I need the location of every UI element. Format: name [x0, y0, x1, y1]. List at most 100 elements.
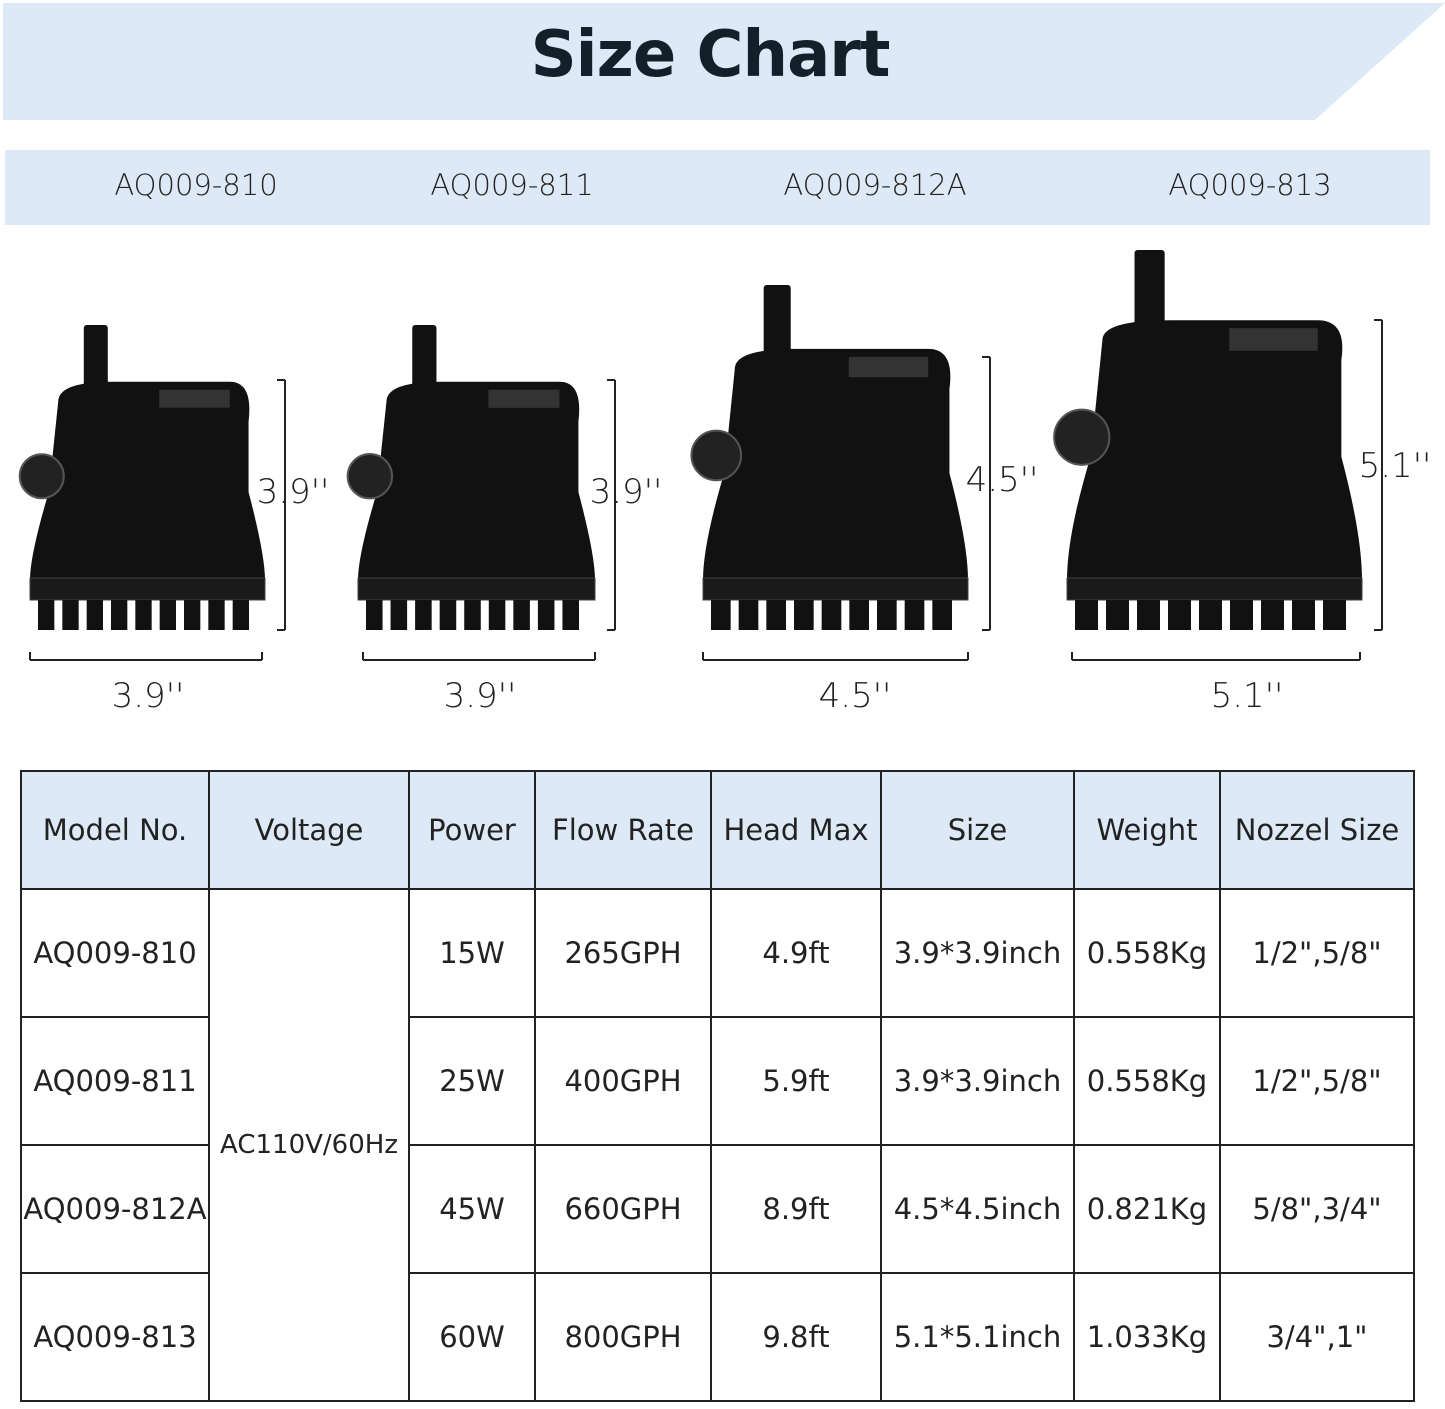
cell-power: 60W	[408, 1272, 536, 1402]
table-row: AQ009-812A 45W 660GPH 8.9ft 4.5*4.5inch …	[20, 1144, 1415, 1274]
pump-foot	[488, 600, 506, 630]
pump-foot	[932, 600, 952, 630]
pump-foot	[821, 600, 842, 630]
cell-model: AQ009-813	[20, 1272, 210, 1402]
pump-body	[358, 381, 595, 580]
width-label: 3.9''	[111, 676, 185, 716]
pump-foot	[232, 600, 249, 630]
pump-foot	[513, 600, 530, 630]
pump-body	[703, 348, 968, 580]
pump-foot	[1199, 600, 1222, 630]
pump-foot	[794, 600, 814, 630]
pump-foot	[849, 600, 869, 630]
cell-size: 5.1*5.1inch	[880, 1272, 1075, 1402]
header-voltage: Voltage	[208, 770, 410, 890]
width-label: 4.5''	[818, 676, 892, 716]
cell-nozzle: 1/2",5/8"	[1219, 888, 1415, 1018]
flow-knob	[346, 453, 394, 500]
cell-flow: 265GPH	[534, 888, 712, 1018]
height-label: 4.5''	[965, 460, 1039, 500]
cell-flow: 400GPH	[534, 1016, 712, 1146]
pump-body	[1067, 320, 1362, 580]
nozzle-shape	[763, 285, 791, 356]
cell-power: 25W	[408, 1016, 536, 1146]
cell-head: 8.9ft	[710, 1144, 882, 1274]
pump-foot	[86, 600, 103, 630]
pump-foot	[439, 600, 457, 630]
cell-head: 9.8ft	[710, 1272, 882, 1402]
flow-knob	[1053, 408, 1111, 466]
pump-foot	[62, 600, 79, 630]
pump-foot	[464, 600, 481, 630]
cell-weight: 0.821Kg	[1073, 1144, 1221, 1274]
pump-foot	[1323, 600, 1346, 630]
pump-base	[1066, 577, 1363, 601]
header-model: Model No.	[20, 770, 210, 890]
cell-model: AQ009-810	[20, 888, 210, 1018]
pump-base	[357, 577, 596, 601]
table-row: AQ009-810 AC110V/60Hz 15W 265GPH 4.9ft 3…	[20, 888, 1415, 1402]
pump-foot	[390, 600, 408, 630]
title-banner	[3, 3, 1445, 120]
pump-foot	[1168, 600, 1191, 630]
vent-grille	[159, 389, 230, 408]
vent-grille	[848, 356, 929, 378]
model-label: AQ009-813	[1168, 168, 1332, 202]
page-title: Size Chart	[530, 18, 891, 92]
nozzle-shape	[1134, 250, 1165, 328]
pump-foot	[1230, 600, 1253, 630]
pump-illustrations	[18, 250, 1383, 661]
table-row: AQ009-811 25W 400GPH 5.9ft 3.9*3.9inch 0…	[20, 1016, 1415, 1146]
height-label: 3.9''	[256, 472, 330, 512]
pump-foot	[1292, 600, 1315, 630]
model-label: AQ009-811	[430, 168, 594, 202]
vent-grille	[1229, 328, 1318, 351]
header-flow-rate: Flow Rate	[534, 770, 712, 890]
cell-model: AQ009-812A	[20, 1144, 210, 1274]
flow-knob	[18, 453, 65, 500]
height-label: 5.1''	[1358, 446, 1432, 486]
pump-foot	[415, 600, 432, 630]
pump-base	[29, 577, 266, 601]
pump-foot	[1261, 600, 1284, 630]
pump-foot	[711, 600, 731, 630]
cell-voltage: AC110V/60Hz	[208, 888, 410, 1402]
pump-foot	[1137, 600, 1160, 630]
vent-grille	[488, 389, 560, 408]
cell-size: 4.5*4.5inch	[880, 1144, 1075, 1274]
cell-flow: 800GPH	[534, 1272, 712, 1402]
pump-foot	[537, 600, 555, 630]
cell-flow: 660GPH	[534, 1144, 712, 1274]
pump-foot	[877, 600, 897, 630]
cell-weight: 0.558Kg	[1073, 888, 1221, 1018]
table-header-row: Model No. Voltage Power Flow Rate Head M…	[20, 770, 1415, 890]
cell-weight: 1.033Kg	[1073, 1272, 1221, 1402]
cell-power: 15W	[408, 888, 536, 1018]
pump-foot	[159, 600, 176, 630]
cell-model: AQ009-811	[20, 1016, 210, 1146]
pump-foot	[738, 600, 759, 630]
pump-foot	[1106, 600, 1129, 630]
header-head-max: Head Max	[710, 770, 882, 890]
header-size: Size	[880, 770, 1075, 890]
pump-foot	[208, 600, 225, 630]
header-weight: Weight	[1073, 770, 1221, 890]
height-label: 3.9''	[589, 472, 663, 512]
cell-nozzle: 1/2",5/8"	[1219, 1016, 1415, 1146]
nozzle-shape	[83, 325, 108, 388]
pump-foot	[562, 600, 579, 630]
pump-foot	[366, 600, 383, 630]
pump-foot	[184, 600, 201, 630]
width-label: 5.1''	[1210, 676, 1284, 716]
pump-foot	[1075, 600, 1098, 630]
cell-nozzle: 3/4",1"	[1219, 1272, 1415, 1402]
cell-head: 4.9ft	[710, 888, 882, 1018]
cell-nozzle: 5/8",3/4"	[1219, 1144, 1415, 1274]
pump-foot	[135, 600, 152, 630]
cell-size: 3.9*3.9inch	[880, 1016, 1075, 1146]
nozzle-shape	[412, 325, 437, 388]
width-label: 3.9''	[443, 676, 517, 716]
header-power: Power	[408, 770, 536, 890]
pump-base	[702, 577, 969, 601]
cell-power: 45W	[408, 1144, 536, 1274]
